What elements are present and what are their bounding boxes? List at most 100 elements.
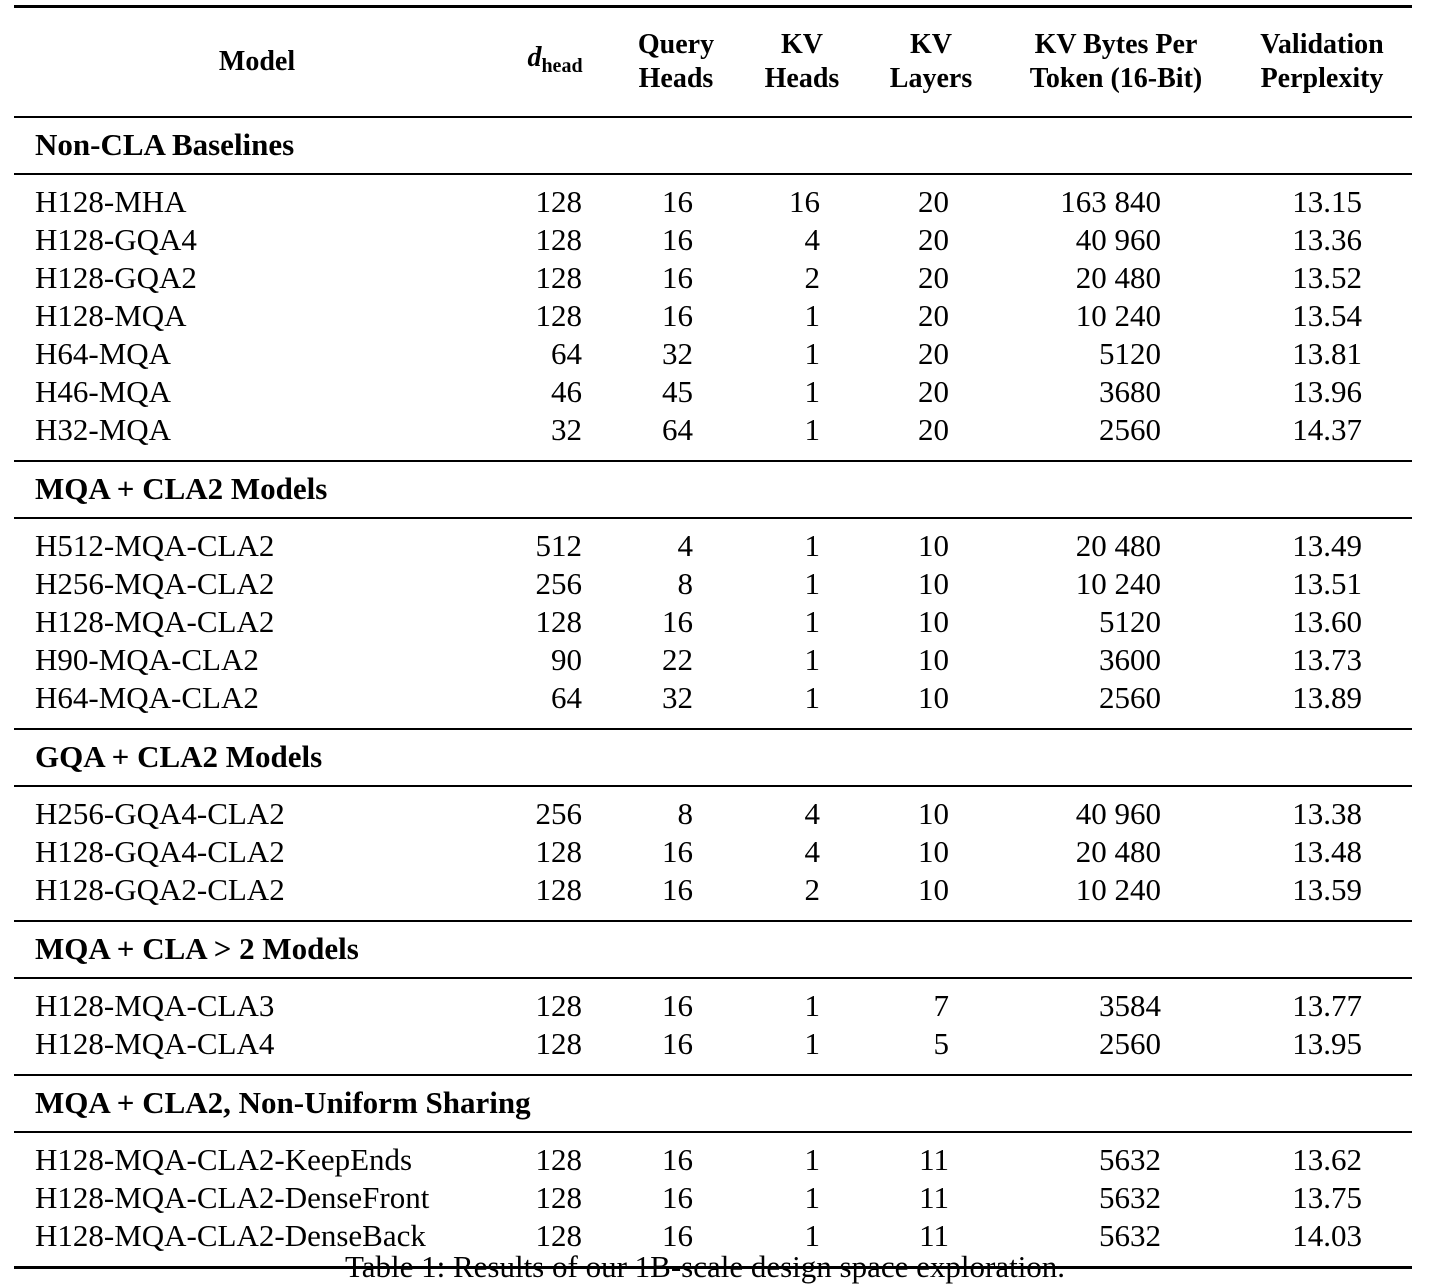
header-perplexity: Validation Perplexity — [1232, 5, 1412, 118]
dhead-cell: 90 — [551, 641, 582, 677]
kv-bytes-cell: 20 480 — [1075, 527, 1161, 563]
dhead-cell: 128 — [535, 833, 583, 869]
table-row: H128-MQA-CLA3 128 16 1 7 3584 13.77 — [14, 978, 1412, 1025]
section-title: MQA + CLA2 Models — [14, 460, 1412, 519]
table-row: H256-GQA4-CLA2 256 8 4 10 40 960 13.38 — [14, 786, 1412, 833]
table-row: H64-MQA 64 32 1 20 5120 13.81 — [14, 335, 1412, 373]
header-query-heads: Query Heads — [610, 5, 742, 118]
kv-layers-cell: 11 — [919, 1179, 949, 1215]
model-cell: H46-MQA — [35, 373, 172, 409]
header-kv-layers: KV Layers — [862, 5, 1000, 118]
query-heads-cell: 16 — [662, 259, 693, 295]
kv-bytes-cell: 40 960 — [1075, 795, 1161, 831]
kv-bytes-cell: 2560 — [1000, 678, 1232, 730]
kv-heads-cell: 1 — [804, 527, 821, 563]
query-heads-cell: 32 — [662, 335, 693, 371]
table-row: H128-MHA 128 16 16 20 163 840 13.15 — [14, 174, 1412, 221]
kv-bytes-cell: 3600 — [1099, 641, 1161, 677]
table-row: H64-MQA-CLA2 64 32 1 10 2560 13.89 — [14, 678, 1412, 730]
kv-heads-cell: 1 — [804, 1179, 821, 1215]
kv-heads-cell: 1 — [742, 410, 862, 462]
dhead-cell: 128 — [500, 870, 610, 922]
model-cell: H128-MQA-CLA2-DenseBack — [14, 1216, 500, 1269]
kv-layers-cell: 20 — [918, 183, 949, 219]
perplexity-cell: 13.48 — [1292, 833, 1362, 869]
kv-bytes-cell: 5632 — [1099, 1141, 1161, 1177]
query-heads-cell: 16 — [662, 603, 693, 639]
perplexity-cell: 13.52 — [1292, 259, 1362, 295]
dhead-cell: 128 — [535, 1141, 583, 1177]
perplexity-cell: 14.37 — [1232, 410, 1412, 462]
table-row: H128-GQA2-CLA2 128 16 2 10 10 240 13.59 — [14, 870, 1412, 922]
perplexity-cell: 13.51 — [1292, 565, 1362, 601]
perplexity-cell: 13.36 — [1292, 221, 1362, 257]
header-row: Model dhead Query Heads KV Heads KV Layers … — [14, 5, 1412, 118]
query-heads-cell: 16 — [662, 1179, 693, 1215]
dhead-cell: 256 — [535, 795, 583, 831]
perplexity-cell: 13.89 — [1232, 678, 1412, 730]
kv-layers-cell: 10 — [918, 527, 949, 563]
model-cell: H512-MQA-CLA2 — [35, 527, 275, 563]
perplexity-cell: 13.75 — [1292, 1179, 1362, 1215]
table-row: H128-GQA4 128 16 4 20 40 960 13.36 — [14, 221, 1412, 259]
kv-bytes-cell: 10 240 — [1075, 565, 1161, 601]
kv-heads-cell: 1 — [804, 1141, 821, 1177]
query-heads-cell: 4 — [677, 527, 694, 563]
kv-heads-cell: 1 — [742, 1216, 862, 1269]
kv-bytes-cell: 3584 — [1099, 987, 1161, 1023]
dhead-cell: 128 — [500, 1024, 610, 1076]
dhead-cell: 256 — [535, 565, 583, 601]
section-title: GQA + CLA2 Models — [14, 728, 1412, 787]
perplexity-cell: 13.77 — [1292, 987, 1362, 1023]
dhead-cell: 128 — [535, 259, 583, 295]
model-cell: H256-MQA-CLA2 — [35, 565, 275, 601]
dhead-cell: 512 — [535, 527, 583, 563]
perplexity-cell: 13.95 — [1232, 1024, 1412, 1076]
kv-layers-cell: 7 — [933, 987, 950, 1023]
query-heads-cell: 16 — [662, 987, 693, 1023]
table-row: H90-MQA-CLA2 90 22 1 10 3600 13.73 — [14, 641, 1412, 679]
model-cell: H128-MQA — [35, 297, 187, 333]
kv-heads-cell: 1 — [742, 678, 862, 730]
model-cell: H128-GQA4 — [35, 221, 197, 257]
kv-layers-cell: 11 — [919, 1141, 949, 1177]
perplexity-cell: 13.60 — [1292, 603, 1362, 639]
query-heads-cell: 16 — [662, 1141, 693, 1177]
model-cell: H128-MHA — [35, 183, 187, 219]
model-cell: H64-MQA — [35, 335, 172, 371]
query-heads-cell: 45 — [662, 373, 693, 409]
table-row: H128-MQA-CLA2 128 16 1 10 5120 13.60 — [14, 603, 1412, 641]
kv-heads-cell: 2 — [742, 870, 862, 922]
section-title: Non-CLA Baselines — [14, 116, 1412, 175]
table-row: H128-GQA2 128 16 2 20 20 480 13.52 — [14, 259, 1412, 297]
kv-bytes-cell: 10 240 — [1075, 297, 1161, 333]
model-cell: H128-GQA2-CLA2 — [14, 870, 500, 922]
kv-heads-cell: 1 — [804, 987, 821, 1023]
section-header-row: MQA + CLA > 2 Models — [14, 920, 1412, 979]
kv-heads-cell: 16 — [789, 183, 820, 219]
section-header-row: Non-CLA Baselines — [14, 116, 1412, 175]
kv-heads-cell: 1 — [804, 565, 821, 601]
kv-layers-cell: 10 — [918, 603, 949, 639]
results-table: Model dhead Query Heads KV Heads KV Layers … — [14, 5, 1412, 1269]
kv-bytes-cell: 3680 — [1099, 373, 1161, 409]
kv-heads-cell: 1 — [742, 1024, 862, 1076]
kv-layers-cell: 10 — [918, 565, 949, 601]
query-heads-cell: 16 — [662, 833, 693, 869]
model-cell: H128-MQA-CLA2 — [35, 603, 275, 639]
table-row: H128-MQA-CLA4 128 16 1 5 2560 13.95 — [14, 1024, 1412, 1076]
header-dhead: dhead — [500, 5, 610, 118]
query-heads-cell: 16 — [610, 1216, 742, 1269]
kv-heads-cell: 1 — [804, 297, 821, 333]
kv-heads-cell: 1 — [804, 373, 821, 409]
model-cell: H256-GQA4-CLA2 — [35, 795, 285, 831]
query-heads-cell: 16 — [662, 221, 693, 257]
model-cell: H64-MQA-CLA2 — [14, 678, 500, 730]
table-row: H128-MQA-CLA2-KeepEnds 128 16 1 11 5632 13.62 — [14, 1132, 1412, 1179]
dhead-cell: 128 — [535, 1179, 583, 1215]
section-header-row: MQA + CLA2 Models — [14, 460, 1412, 519]
kv-layers-cell: 5 — [862, 1024, 1000, 1076]
model-cell: H128-GQA4-CLA2 — [35, 833, 285, 869]
section-title: MQA + CLA > 2 Models — [14, 920, 1412, 979]
kv-heads-cell: 1 — [804, 603, 821, 639]
